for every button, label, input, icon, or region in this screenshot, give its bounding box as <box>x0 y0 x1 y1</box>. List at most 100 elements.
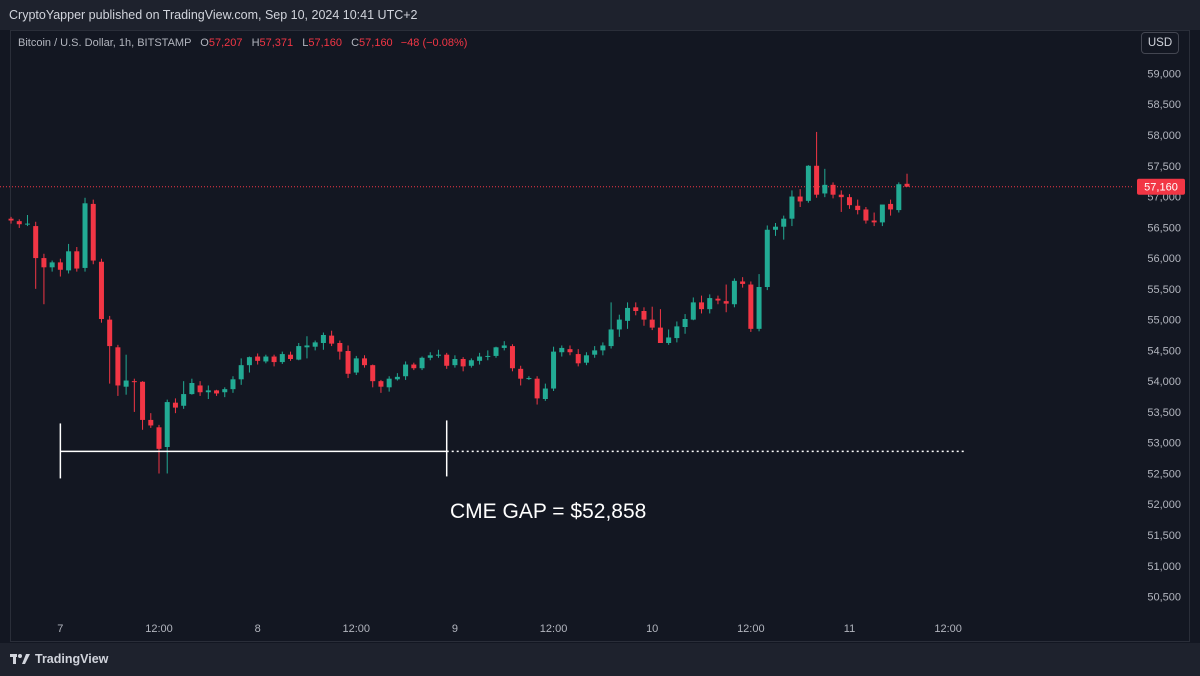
candle-body <box>896 184 902 211</box>
x-tick-label: 12:00 <box>343 623 371 635</box>
tradingview-icon <box>10 654 30 664</box>
candle-body <box>625 307 631 321</box>
candle-body <box>115 347 121 386</box>
candle-body <box>616 319 622 330</box>
candle-body <box>830 184 836 195</box>
x-tick-label: 12:00 <box>540 623 568 635</box>
candle-body <box>731 280 737 305</box>
current-price-badge <box>1137 178 1185 195</box>
candle-body <box>509 346 515 369</box>
candle-body <box>312 342 318 347</box>
candle-body <box>279 354 285 363</box>
candle-body <box>460 359 466 367</box>
candle-body <box>444 354 450 366</box>
candle-body <box>723 301 729 304</box>
candle-body <box>814 165 820 195</box>
x-tick-label: 12:00 <box>737 623 765 635</box>
x-tick-label: 9 <box>452 623 458 635</box>
candle-body <box>789 196 795 219</box>
change-value: −48 (−0.08%) <box>400 37 468 49</box>
candle-body <box>296 346 302 360</box>
candle-body <box>304 345 310 348</box>
candle-body <box>633 307 639 311</box>
candle-body <box>559 347 565 353</box>
candle-body <box>748 284 754 329</box>
candle-body <box>699 302 705 310</box>
candle-body <box>172 402 178 408</box>
candle-body <box>904 183 910 187</box>
candle-body <box>370 365 376 382</box>
candle-body <box>57 262 63 270</box>
candle-body <box>567 349 573 353</box>
y-tick-label: 56,000 <box>1147 253 1181 265</box>
candle-body <box>583 355 589 363</box>
candle-body <box>98 261 104 319</box>
y-tick-label: 55,500 <box>1147 284 1181 296</box>
candle-body <box>205 390 211 393</box>
close-label: C <box>351 37 360 49</box>
candle-body <box>641 311 647 320</box>
candle-body <box>320 335 326 343</box>
high-label: H <box>251 37 260 49</box>
candle-body <box>74 251 80 269</box>
x-tick-label: 11 <box>844 623 855 635</box>
candle-body <box>411 364 417 369</box>
candle-body <box>855 205 861 211</box>
candle-body <box>452 359 458 366</box>
candle-body <box>838 194 844 198</box>
candle-body <box>8 218 14 221</box>
candle-body <box>164 402 170 447</box>
open-value: 57,207 <box>208 37 243 49</box>
candle-body <box>123 380 129 387</box>
candle-body <box>189 383 195 395</box>
y-tick-label: 58,000 <box>1147 130 1181 142</box>
x-tick-label: 8 <box>255 623 261 635</box>
y-tick-label: 58,500 <box>1147 99 1181 111</box>
y-tick-label: 54,500 <box>1147 345 1181 357</box>
y-tick-label: 59,000 <box>1147 68 1181 80</box>
candle-body <box>181 394 187 406</box>
tradingview-logo[interactable]: TradingView <box>10 652 108 666</box>
currency-button[interactable]: USD <box>1141 32 1179 54</box>
candle-body <box>49 262 55 268</box>
candle-body <box>501 345 507 348</box>
candle-body <box>608 329 614 347</box>
y-tick-label: 52,000 <box>1147 499 1181 511</box>
candle-body <box>666 337 672 343</box>
candle-body <box>805 165 811 201</box>
candle-body <box>24 223 30 225</box>
candle-body <box>271 356 277 363</box>
open-label: O <box>200 37 209 49</box>
candle-body <box>435 354 441 356</box>
candle-body <box>427 355 433 358</box>
candle-body <box>41 258 47 268</box>
current-price-label: 57,160 <box>1144 182 1178 194</box>
candle-body <box>246 357 252 366</box>
candle-body <box>600 345 606 351</box>
candle-body <box>222 389 228 393</box>
candle-body <box>394 376 400 380</box>
candle-body <box>337 343 343 352</box>
candle-body <box>238 365 244 380</box>
chart-panel[interactable] <box>10 30 1190 642</box>
candle-body <box>419 357 425 369</box>
candle-body <box>526 378 532 380</box>
candle-body <box>797 196 803 202</box>
tradingview-brand: TradingView <box>35 652 109 666</box>
candle-body <box>140 381 146 420</box>
y-tick-label: 52,500 <box>1147 468 1181 480</box>
candle-body <box>888 203 894 210</box>
candle-body <box>846 197 852 206</box>
candle-body <box>649 319 655 328</box>
candle-body <box>378 381 384 387</box>
candle-body <box>518 368 524 379</box>
candle-body <box>682 319 688 327</box>
x-tick-label: 12:00 <box>934 623 962 635</box>
candle-body <box>288 354 294 359</box>
candle-body <box>534 378 540 399</box>
candle-body <box>756 287 762 329</box>
candle-body <box>345 351 351 374</box>
candle-body <box>740 281 746 284</box>
candle-body <box>33 226 39 259</box>
